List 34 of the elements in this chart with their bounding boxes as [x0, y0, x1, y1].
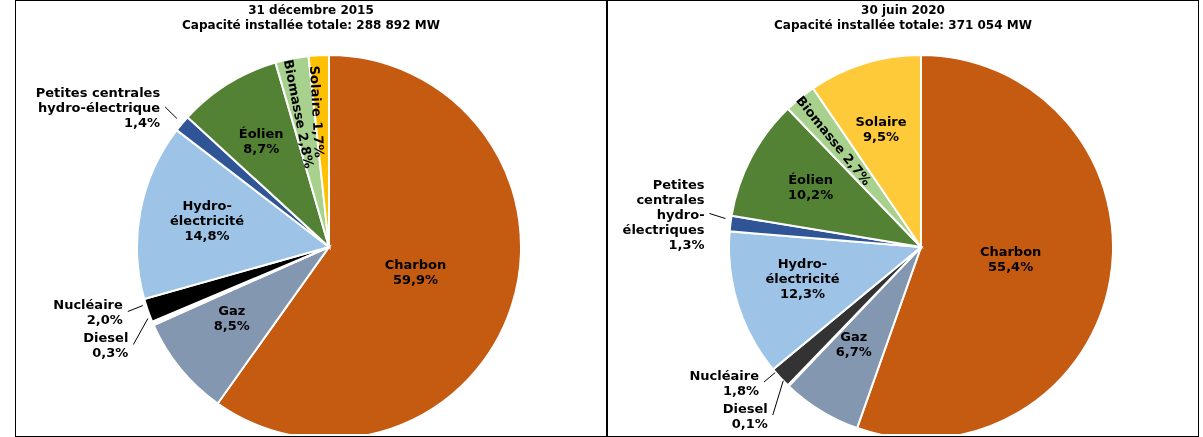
- slice-label: Nucléaire: [53, 296, 124, 312]
- data-label: 2,0%: [86, 311, 123, 327]
- data-label: 0,3%: [92, 344, 129, 360]
- slice-label: Éolien: [788, 171, 834, 187]
- data-label: 1,8%: [722, 382, 760, 397]
- slice-label: Petites centrales hydro-électrique: [35, 84, 161, 115]
- slice-label: Charbon: [979, 243, 1042, 259]
- chart-subtitle: Capacité installée totale: 371 054 MW: [773, 18, 1033, 33]
- data-label: 14,8%: [184, 227, 230, 243]
- data-label: 9,5%: [862, 128, 900, 144]
- data-label: 8,7%: [243, 140, 280, 156]
- slice-label: Gaz: [840, 328, 868, 344]
- slice-label: Solaire: [855, 113, 907, 129]
- slice-label: Éolien: [238, 125, 284, 141]
- data-label: 8,5%: [213, 317, 250, 333]
- chart-title: 30 juin 2020: [860, 3, 946, 18]
- slice-label: Hydro- électricité: [765, 255, 840, 286]
- data-label: 10,2%: [788, 186, 834, 202]
- slice-label: Nucléaire: [689, 367, 760, 382]
- data-label: 6,7%: [835, 343, 872, 359]
- slice-label: Petites centrales hydro- électriques: [622, 176, 705, 237]
- data-label: 12,3%: [779, 285, 825, 301]
- data-label: 0,1%: [731, 415, 768, 430]
- data-label: 59,9%: [392, 271, 438, 287]
- chart-subtitle: Capacité installée totale: 288 892 MW: [181, 18, 441, 33]
- slice-label: Diesel: [722, 400, 768, 415]
- data-label: 55,4%: [988, 258, 1034, 274]
- data-label: 1,4%: [124, 114, 161, 130]
- slice-label: Charbon: [384, 256, 447, 272]
- slice-label: Gaz: [218, 302, 246, 318]
- chart-title: 31 décembre 2015: [247, 3, 375, 18]
- slice-label: Diesel: [83, 329, 129, 345]
- slice-label: Hydro- électricité: [170, 197, 245, 228]
- data-label: 1,3%: [668, 236, 705, 252]
